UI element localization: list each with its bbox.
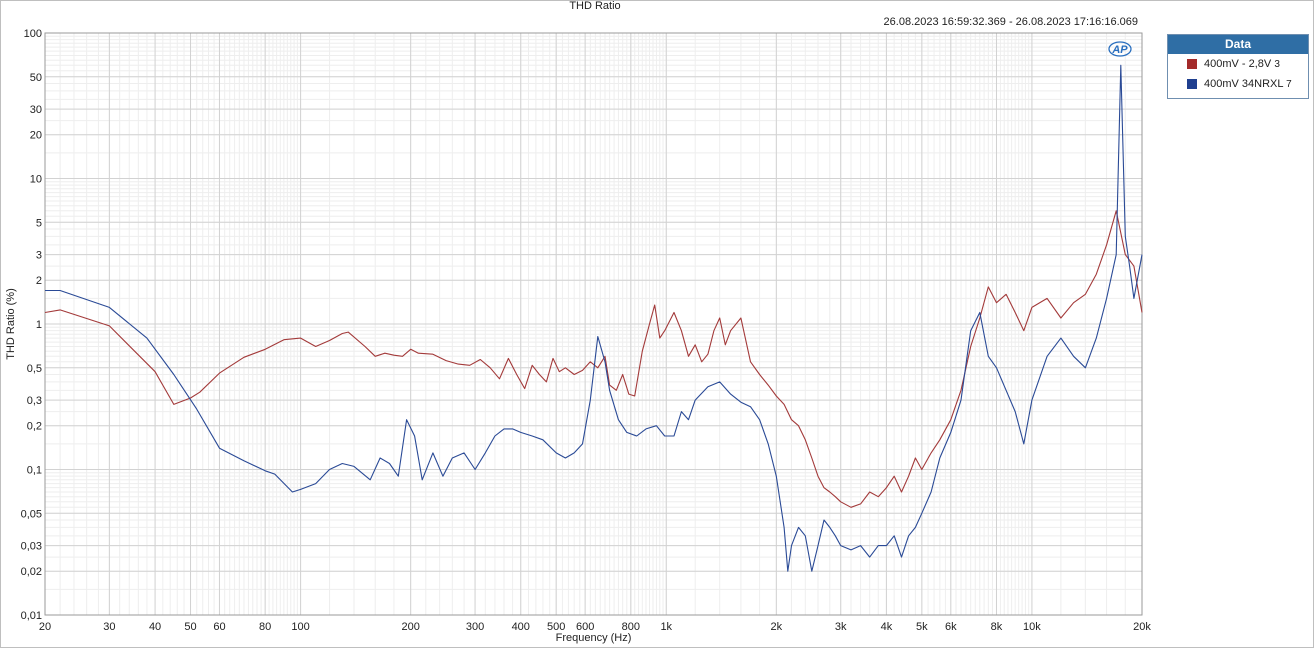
x-tick-label: 8k [991, 621, 1003, 633]
y-tick-label: 1 [36, 319, 42, 331]
legend-item-series-1[interactable]: 400mV - 2,8V 3 [1168, 54, 1308, 74]
y-tick-label: 100 [24, 28, 42, 40]
x-tick-labels: 20 30 40 50 60 80 100 200 300 400 500 600 800 1k 2k 3k 4… [39, 621, 1151, 633]
x-tick-label: 400 [512, 621, 530, 633]
x-tick-label: 800 [622, 621, 640, 633]
y-tick-label: 0,02 [21, 566, 42, 578]
series-1-suffix: 3 [1274, 59, 1280, 70]
y-tick-labels: 100 50 30 20 10 5 3 2 1 0,5 0,3 0,2 0,1 0,05 0,03 0,02 0… [21, 28, 42, 622]
y-tick-label: 0,2 [27, 421, 42, 433]
y-tick-label: 0,05 [21, 508, 42, 520]
y-tick-label: 10 [30, 174, 42, 186]
y-tick-label: 30 [30, 104, 42, 116]
y-tick-label: 50 [30, 72, 42, 84]
y-tick-label: 0,01 [21, 610, 42, 622]
legend: Data 400mV - 2,8V 3 400mV 34NRXL 7 [1167, 34, 1309, 99]
series-2-suffix: 7 [1286, 79, 1292, 90]
y-tick-label: 0,3 [27, 395, 42, 407]
ap-logo: AP [1108, 41, 1132, 57]
x-tick-label: 6k [945, 621, 957, 633]
x-tick-label: 4k [881, 621, 893, 633]
x-tick-label: 30 [103, 621, 115, 633]
svg-text:AP: AP [1111, 44, 1128, 56]
series-1-color-checkbox[interactable] [1187, 59, 1197, 69]
x-tick-label: 2k [771, 621, 783, 633]
x-tick-label: 500 [547, 621, 565, 633]
x-tick-label: 300 [466, 621, 484, 633]
x-tick-label: 10k [1023, 621, 1041, 633]
plot-area [44, 32, 1143, 616]
series-2-name: 400mV 34NRXL [1204, 78, 1284, 90]
x-axis-label: Frequency (Hz) [556, 632, 632, 644]
legend-title: Data [1168, 35, 1308, 54]
x-tick-label: 100 [291, 621, 309, 633]
legend-item-series-2[interactable]: 400mV 34NRXL 7 [1168, 74, 1308, 94]
y-axis-label: THD Ratio (%) [5, 288, 17, 360]
series-layer [44, 64, 1143, 572]
y-tick-label: 0,1 [27, 465, 42, 477]
y-tick-label: 0,03 [21, 541, 42, 553]
y-tick-label: 5 [36, 217, 42, 229]
chart-title: THD Ratio [569, 0, 621, 12]
series-1-name: 400mV - 2,8V [1204, 58, 1272, 70]
major-grid [44, 32, 1143, 616]
x-tick-label: 60 [213, 621, 225, 633]
series-line-1 [44, 210, 1143, 508]
x-tick-label: 80 [259, 621, 271, 633]
x-tick-label: 3k [835, 621, 847, 633]
x-tick-label: 200 [401, 621, 419, 633]
y-tick-label: 20 [30, 130, 42, 142]
x-tick-label: 40 [149, 621, 161, 633]
x-tick-label: 20 [39, 621, 51, 633]
x-tick-label: 600 [576, 621, 594, 633]
thd-chart: 20 30 40 50 60 80 100 200 300 400 500 600 800 1k 2k 3k 4… [5, 28, 1151, 644]
measurement-timestamp: 26.08.2023 16:59:32.369 - 26.08.2023 17:… [883, 16, 1138, 28]
x-tick-label: 50 [184, 621, 196, 633]
series-2-color-checkbox[interactable] [1187, 79, 1197, 89]
x-tick-label: 20k [1133, 621, 1151, 633]
x-tick-label: 5k [916, 621, 928, 633]
series-line-2 [45, 64, 1143, 572]
y-tick-label: 3 [36, 250, 42, 262]
y-tick-label: 2 [36, 275, 42, 287]
y-tick-label: 0,5 [27, 363, 42, 375]
x-tick-label: 1k [660, 621, 672, 633]
